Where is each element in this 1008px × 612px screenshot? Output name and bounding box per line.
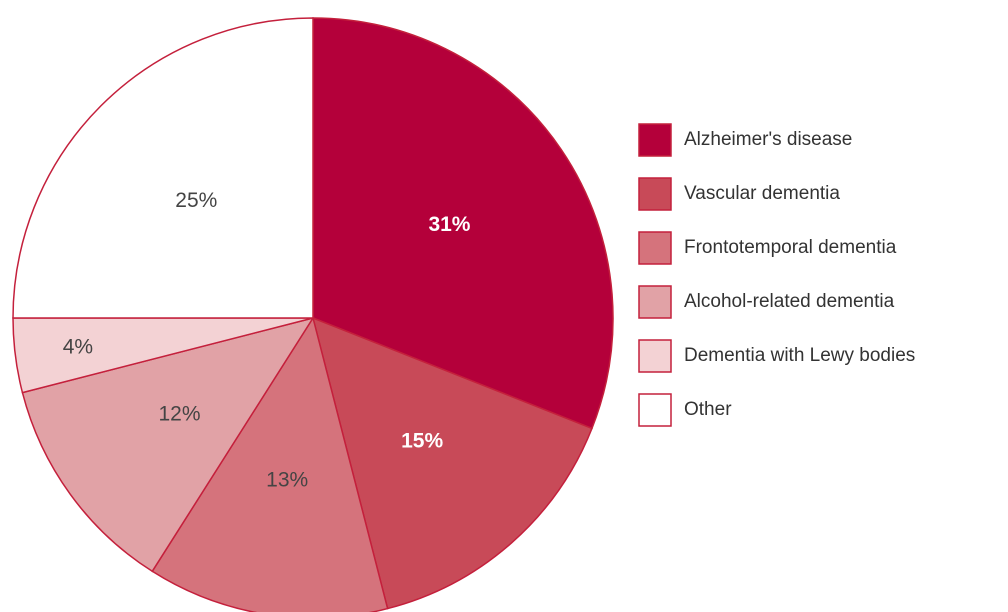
legend-label: Alcohol-related dementia bbox=[684, 291, 895, 312]
legend-label: Other bbox=[684, 399, 732, 420]
slice-label: 31% bbox=[428, 213, 470, 236]
pie-slice bbox=[312, 17, 614, 430]
legend-label: Alzheimer's disease bbox=[684, 129, 852, 150]
slice-label: 25% bbox=[175, 189, 217, 212]
slice-label: 12% bbox=[158, 403, 200, 426]
legend-label: Dementia with Lewy bodies bbox=[684, 345, 915, 366]
legend-swatch bbox=[638, 177, 672, 211]
pie-slice bbox=[21, 316, 315, 573]
legend-swatch bbox=[638, 123, 672, 157]
slice-label: 4% bbox=[63, 335, 93, 358]
pie-slice bbox=[12, 17, 314, 319]
legend-label: Vascular dementia bbox=[684, 183, 840, 204]
pie-slice bbox=[151, 316, 389, 612]
slice-label: 15% bbox=[401, 429, 443, 452]
legend-swatch bbox=[638, 393, 672, 427]
legend-label: Frontotemporal dementia bbox=[684, 237, 897, 258]
legend-swatch bbox=[638, 285, 672, 319]
legend-swatch bbox=[638, 339, 672, 373]
pie-slice bbox=[311, 316, 593, 610]
slice-label: 13% bbox=[266, 469, 308, 492]
legend-swatch bbox=[638, 231, 672, 265]
